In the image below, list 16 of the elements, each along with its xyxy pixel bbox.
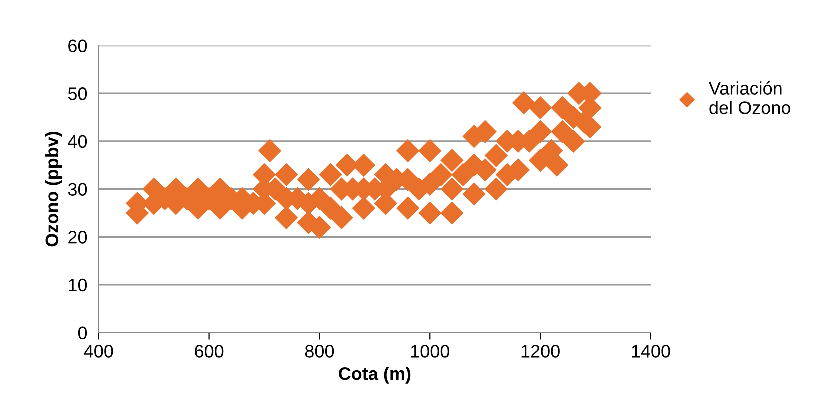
legend-label: Variación del Ozono [709,81,790,114]
x-tick-label: 600 [195,345,224,358]
y-tick-label: 40 [68,135,88,148]
x-axis-title: Cota (m) [339,366,411,384]
x-tick-label: 1400 [632,345,670,358]
y-tick-label: 0 [78,326,88,340]
y-axis-title: Ozono (ppbv) [45,132,62,247]
y-tick-label: 50 [68,88,88,100]
y-tick-label: 60 [68,40,88,52]
y-tick-label: 20 [68,231,88,244]
x-tick-label: 1000 [411,345,450,358]
x-tick-label: 1200 [522,345,560,358]
y-tick-label: 30 [68,183,88,196]
x-tick-label: 400 [84,345,114,358]
y-tick-label: 10 [69,278,88,292]
x-tick-label: 800 [305,345,334,358]
